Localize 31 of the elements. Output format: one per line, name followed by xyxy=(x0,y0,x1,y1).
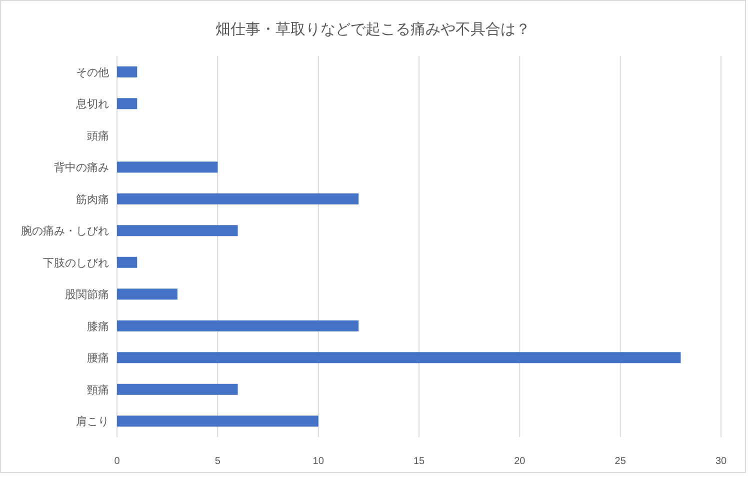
y-tick-label: 股関節痛 xyxy=(65,288,109,302)
y-tick-label: 腰痛 xyxy=(87,352,109,365)
y-tick-label: 息切れ xyxy=(75,98,109,111)
x-tick-label: 25 xyxy=(614,456,626,467)
y-tick-label: 筋肉痛 xyxy=(76,192,109,206)
bar xyxy=(117,416,318,427)
bar xyxy=(117,320,359,332)
y-tick-label: 頭痛 xyxy=(87,129,109,142)
x-tick-label: 5 xyxy=(214,456,221,467)
bar xyxy=(117,193,359,204)
bar xyxy=(117,352,681,364)
x-tick-label: 20 xyxy=(514,456,526,467)
x-tick-label: 0 xyxy=(114,456,120,467)
x-tick-label: 10 xyxy=(312,456,324,467)
bar xyxy=(117,256,138,268)
y-tick-label: 肩こり xyxy=(76,415,109,428)
y-tick-label: その他 xyxy=(76,66,109,79)
x-tick-label: 30 xyxy=(715,456,727,467)
bar xyxy=(117,162,218,173)
y-tick-label: 背中の痛み xyxy=(54,161,109,174)
y-tick-label: 膝痛 xyxy=(87,320,109,333)
chart-title: 畑仕事・草取りなどで起こる痛みや不具合は？ xyxy=(216,20,530,38)
y-tick-label: 頸痛 xyxy=(87,383,109,396)
bar xyxy=(117,225,238,236)
y-tick-label: 下肢のしびれ xyxy=(43,256,109,270)
bar xyxy=(117,66,138,78)
y-tick-label: 腕の痛み・しびれ xyxy=(21,224,109,238)
bar xyxy=(117,288,178,300)
x-tick-label: 15 xyxy=(413,456,425,467)
bar xyxy=(117,98,138,110)
bar xyxy=(117,384,238,395)
